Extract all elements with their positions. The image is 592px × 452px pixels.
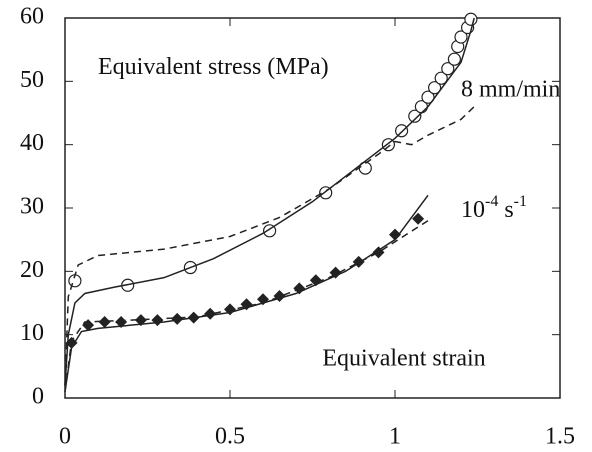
point [98,316,111,328]
point [421,90,435,104]
point [395,124,409,138]
point [389,228,401,241]
point [171,312,184,325]
annotation: Equivalent strain [322,346,485,372]
annotation: 8 mm/min [461,76,560,102]
y-tick-label: 60 [20,4,44,30]
point [454,30,468,44]
annotation-part: 10 [461,197,485,223]
y-tick-label: 20 [20,257,44,283]
point [464,12,478,26]
annotation-part: -4 [485,193,498,210]
curve [64,106,475,386]
x-tick-label: 1.5 [545,424,575,450]
x-tick-label: 1 [389,424,401,450]
point [372,246,385,259]
point [204,307,217,320]
y-tick-label: 0 [32,384,44,410]
annotation: Equivalent stress (MPa) [98,54,329,80]
y-tick-label: 30 [20,194,44,220]
point [134,314,147,327]
point [151,314,164,327]
point [408,109,422,123]
curve [64,17,475,386]
point [434,71,448,85]
point [428,81,442,95]
point [447,52,461,66]
y-tick-label: 10 [20,320,44,346]
annotation-part: s [498,197,513,223]
annotation: 10-4 s-1 [461,193,527,223]
x-tick-label: 0 [59,424,71,450]
point [441,62,455,76]
point [412,212,425,225]
y-tick-label: 50 [20,67,44,93]
point [115,316,128,328]
curve [64,220,429,392]
x-tick-label: 0.5 [215,424,245,450]
annotation-part: -1 [514,193,527,210]
y-tick-label: 40 [20,130,44,156]
